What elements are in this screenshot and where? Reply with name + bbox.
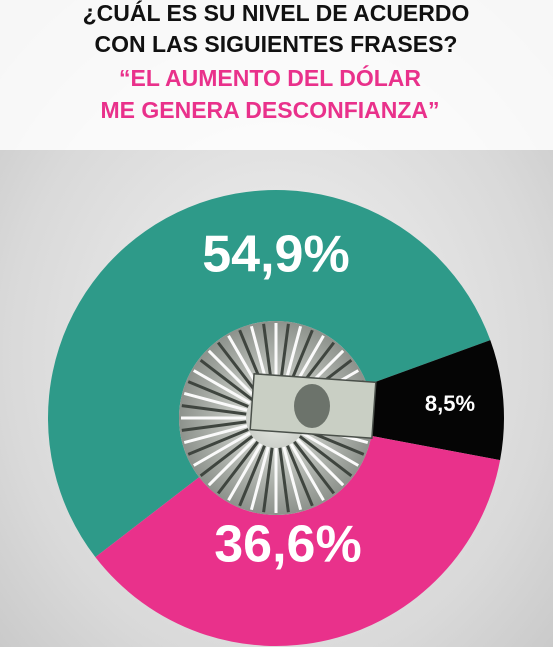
data-labels: 54,9% 8,5% 36,6% (202, 226, 475, 574)
money-ray (296, 438, 345, 487)
money-ray (262, 447, 274, 513)
money-ray (187, 428, 249, 456)
center-image (179, 321, 377, 515)
money-ray (199, 358, 254, 401)
donut (48, 190, 504, 647)
money-ray (286, 445, 314, 507)
money-ray (278, 447, 290, 513)
donut-slice (48, 190, 491, 558)
data-label: 54,9% (202, 226, 349, 284)
header-band (0, 0, 553, 150)
money-ray (227, 443, 263, 502)
subtitle-line: “EL AUMENTO DEL DÓLAR (119, 64, 421, 91)
money-ray (192, 369, 251, 405)
money-ray (216, 341, 259, 396)
money-ray (207, 438, 256, 487)
donut-slice (95, 435, 501, 647)
money-ray (187, 380, 249, 408)
money-ray (282, 446, 303, 511)
money-ray (289, 443, 325, 502)
money-ray (207, 349, 256, 398)
money-ray (181, 420, 247, 432)
money-ray (181, 404, 247, 416)
donut-slice (367, 340, 504, 461)
title-line: CON LAS SIGUIENTES FRASES? (95, 31, 458, 57)
money-ray (199, 435, 254, 478)
money-ray (183, 424, 248, 445)
title-line: ¿CUÁL ES SU NIVEL DE ACUERDO (83, 0, 470, 26)
money-ray (192, 431, 251, 467)
data-label: 36,6% (214, 516, 361, 574)
money-ray (238, 445, 266, 507)
money-ray (183, 391, 248, 412)
data-label: 8,5% (425, 391, 475, 416)
money-ray (293, 440, 336, 495)
money-ray (298, 435, 353, 478)
money-ray (249, 446, 270, 511)
banknote-portrait (294, 384, 330, 428)
money-ray (216, 440, 259, 495)
subtitle-line: ME GENERA DESCONFIANZA” (100, 97, 439, 123)
money-ray (301, 431, 360, 467)
